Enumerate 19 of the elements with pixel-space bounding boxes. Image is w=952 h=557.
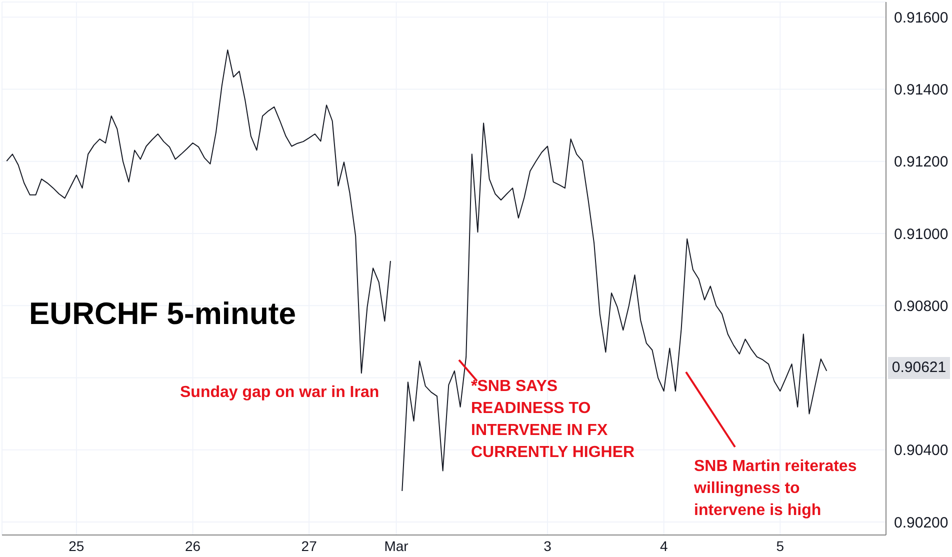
y-tick-label: 0.91000 (894, 226, 948, 243)
y-tick-label: 0.90200 (894, 514, 948, 532)
x-tick-label: 25 (68, 538, 84, 554)
annotation: Sunday gap on war in Iran (180, 383, 380, 403)
annotation: *SNB SAYS READINESS TO INTERVENE IN FX CURRENTLY HIGHER (471, 377, 636, 463)
x-tick-label: 3 (544, 538, 552, 554)
y-tick-label: 0.90400 (894, 442, 948, 460)
x-tick-label: 4 (660, 538, 668, 554)
y-tick-label: 0.91400 (894, 82, 948, 99)
text: EURCHF 5-minute (29, 296, 296, 332)
x-tick-label: Mar (384, 538, 409, 554)
y-tick-label: 0.91200 (894, 154, 948, 171)
x-tick-label: 26 (184, 538, 201, 554)
y-tick-label: 0.91600 (894, 9, 948, 26)
y-tick-label: 0.90800 (894, 298, 948, 315)
text: 0.90621 (888, 357, 950, 379)
annotation: SNB Martin reiterates willingness to intervene is high (694, 457, 858, 521)
x-tick-label: 5 (776, 538, 784, 554)
x-tick-label: 27 (301, 538, 318, 554)
